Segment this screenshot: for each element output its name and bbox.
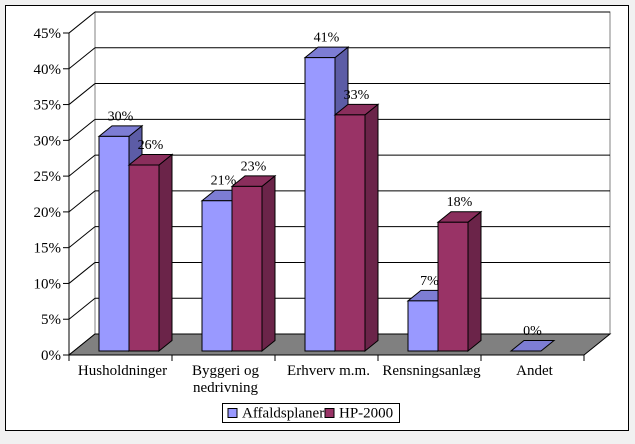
y-axis-label: 25% — [34, 169, 62, 185]
data-label-hp-2000-erhverv-m-m: 33% — [344, 88, 370, 103]
bar-hp-2000-byggeri-og-nedrivning — [231, 185, 263, 352]
y-axis-label: 5% — [41, 312, 61, 328]
category-label-byggeri-og-nedrivning: Byggeri og — [192, 363, 260, 379]
bar-affaldsplaner-erhverv-m-m — [304, 57, 336, 352]
bar-hp-2000-rensningsanlaeg — [437, 221, 469, 352]
y-axis-label: 30% — [34, 133, 62, 149]
depth-connector — [68, 11, 96, 34]
side-wall — [68, 10, 96, 357]
y-axis-label: 40% — [34, 62, 62, 78]
data-label-affaldsplaner-rensningsanlaeg: 7% — [420, 274, 439, 289]
legend-label-hp-2000: HP-2000 — [339, 406, 393, 422]
depth-connector — [68, 83, 96, 105]
y-axis-label: 15% — [34, 241, 62, 257]
legend-swatch-affaldsplaner — [227, 408, 238, 418]
y-axis-label: 0% — [41, 348, 61, 364]
legend-swatch-hp-2000 — [324, 408, 335, 418]
category-label-byggeri-og-nedrivning: nedrivning — [193, 380, 258, 396]
depth-connector — [68, 226, 96, 249]
bar-hp-2000-rensningsanlaeg-side — [467, 210, 482, 353]
data-label-affaldsplaner-husholdninger: 30% — [108, 109, 134, 124]
bar-affaldsplaner-husholdninger — [98, 135, 130, 352]
bar-hp-2000-husholdninger — [128, 164, 160, 352]
depth-connector — [68, 262, 96, 284]
y-axis-label: 35% — [34, 98, 62, 114]
bar-hp-2000-erhverv-m-m-side — [364, 103, 379, 353]
data-label-affaldsplaner-andet: 0% — [523, 324, 542, 339]
y-axis-label: 10% — [34, 276, 62, 292]
depth-connector — [68, 47, 96, 70]
category-label-rensningsanlaeg: Rensningsanlæg — [382, 363, 481, 379]
y-axis-label: 20% — [34, 205, 62, 221]
data-label-affaldsplaner-byggeri-og-nedrivning: 21% — [211, 174, 237, 189]
category-label-husholdninger: Husholdninger — [78, 363, 167, 379]
bar-hp-2000-erhverv-m-m — [334, 114, 366, 352]
category-label-erhverv-m-m: Erhverv m.m. — [287, 363, 370, 379]
y-axis-label: 45% — [34, 26, 62, 42]
bar-hp-2000-husholdninger-side — [158, 153, 173, 353]
depth-connector — [68, 118, 96, 141]
bar-affaldsplaner-byggeri-og-nedrivning — [201, 200, 233, 352]
bar-affaldsplaner-rensningsanlaeg — [407, 300, 439, 352]
data-label-hp-2000-husholdninger: 26% — [138, 138, 164, 153]
legend-box — [222, 403, 400, 423]
depth-connector — [68, 190, 96, 213]
bar-affaldsplaner-andet — [509, 340, 556, 352]
data-label-affaldsplaner-erhverv-m-m: 41% — [314, 31, 340, 46]
data-label-hp-2000-rensningsanlaeg: 18% — [447, 195, 473, 210]
data-label-hp-2000-byggeri-og-nedrivning: 23% — [241, 159, 267, 174]
category-label-andet: Andet — [516, 363, 553, 379]
bar-hp-2000-byggeri-og-nedrivning-side — [261, 174, 276, 353]
legend-label-affaldsplaner: Affaldsplaner — [242, 406, 324, 422]
depth-connector — [68, 154, 96, 177]
depth-connector — [68, 297, 96, 320]
